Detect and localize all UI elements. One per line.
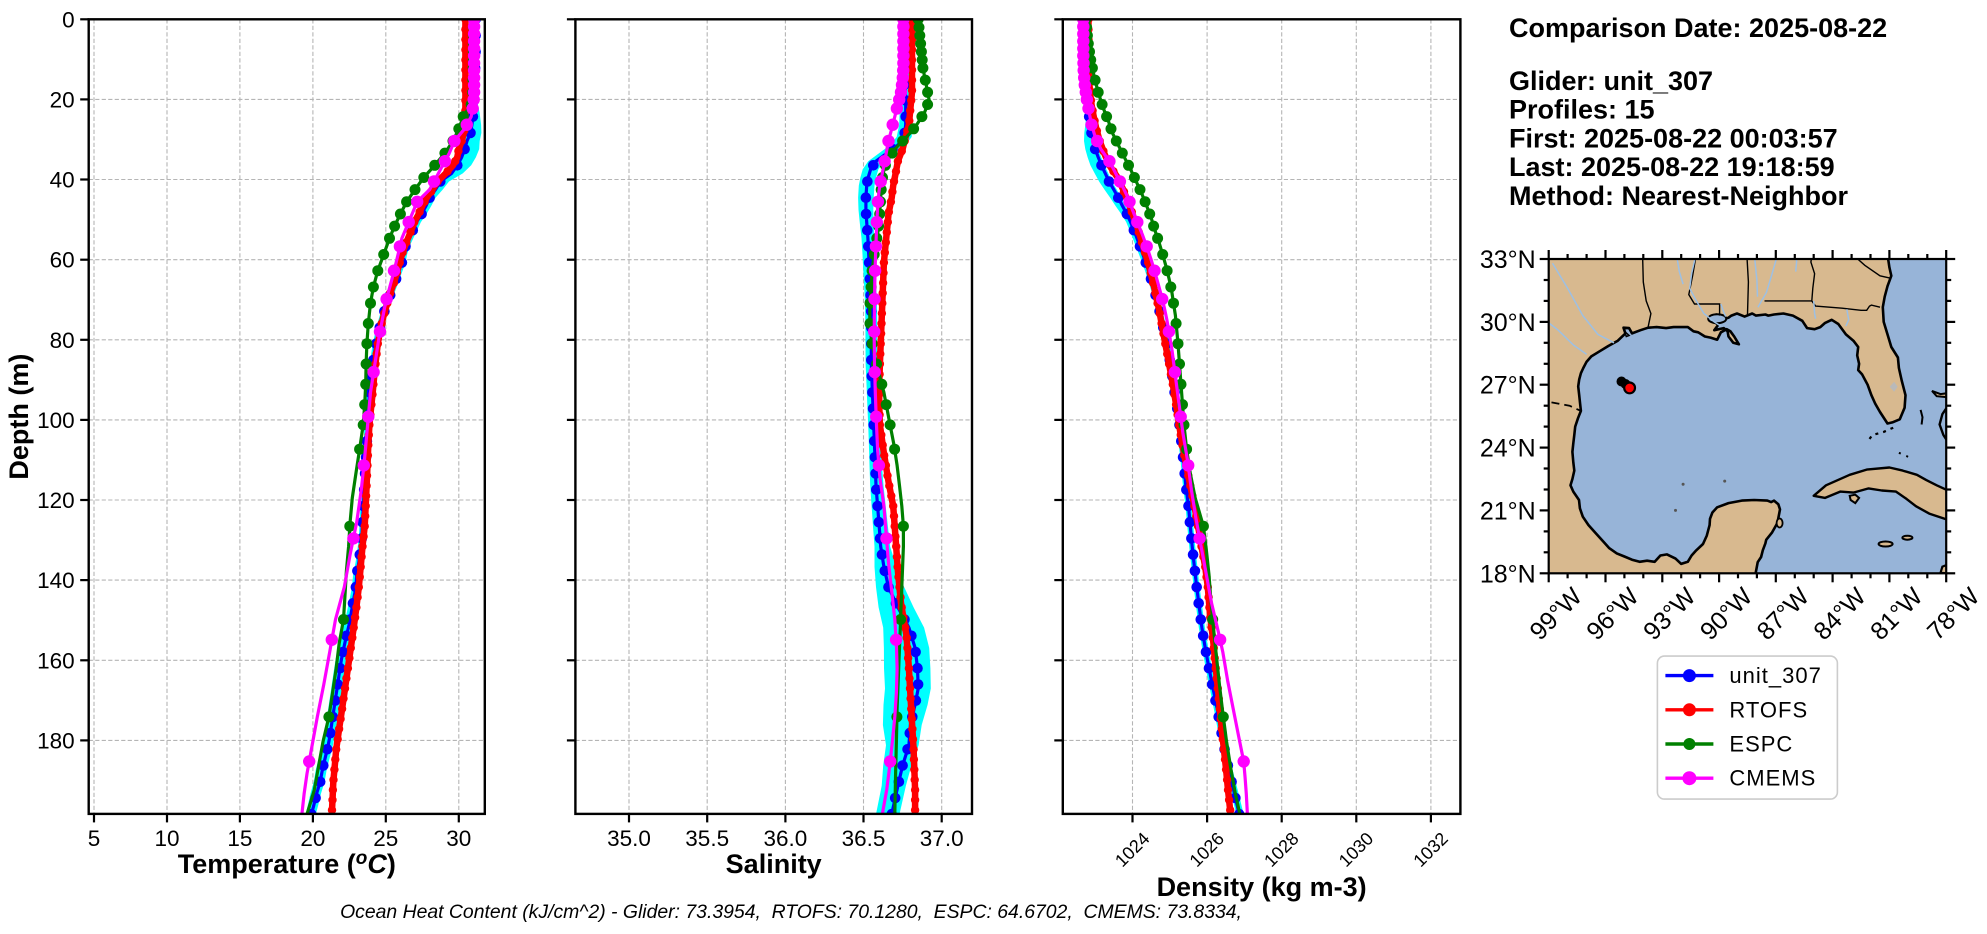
svg-text:40: 40 (50, 168, 75, 193)
svg-text:10: 10 (154, 826, 179, 851)
svg-text:18°N: 18°N (1480, 560, 1536, 588)
svg-text:RTOFS: RTOFS (1729, 697, 1808, 722)
svg-text:Ocean Heat Content (kJ/cm^2) -: Ocean Heat Content (kJ/cm^2) - Glider: 7… (340, 901, 1242, 923)
svg-text:Density (kg m-3): Density (kg m-3) (1157, 872, 1367, 902)
svg-text:140: 140 (37, 568, 75, 593)
svg-text:80: 80 (50, 328, 75, 353)
svg-text:Glider: unit_307: Glider: unit_307 (1509, 66, 1713, 96)
svg-text:30: 30 (446, 826, 471, 851)
svg-text:36.0: 36.0 (764, 826, 808, 851)
svg-text:unit_307: unit_307 (1729, 663, 1821, 688)
svg-text:Comparison Date: 2025-08-22: Comparison Date: 2025-08-22 (1509, 13, 1887, 43)
svg-text:21°N: 21°N (1480, 497, 1536, 525)
svg-text:36.5: 36.5 (842, 826, 886, 851)
svg-text:180: 180 (37, 728, 75, 753)
svg-text:Last: 2025-08-22 19:18:59: Last: 2025-08-22 19:18:59 (1509, 152, 1835, 182)
svg-text:24°N: 24°N (1480, 435, 1536, 463)
svg-text:120: 120 (37, 488, 75, 513)
svg-text:35.5: 35.5 (685, 826, 729, 851)
svg-text:35.0: 35.0 (607, 826, 651, 851)
svg-text:60: 60 (50, 248, 75, 273)
svg-text:First: 2025-08-22 00:03:57: First: 2025-08-22 00:03:57 (1509, 123, 1838, 153)
svg-text:Depth (m): Depth (m) (4, 354, 34, 480)
svg-text:CMEMS: CMEMS (1729, 766, 1816, 791)
svg-text:15: 15 (227, 826, 252, 851)
svg-text:20: 20 (50, 87, 75, 112)
svg-text:ESPC: ESPC (1729, 732, 1793, 757)
svg-text:5: 5 (88, 826, 101, 851)
svg-text:100: 100 (37, 408, 75, 433)
svg-text:25: 25 (373, 826, 398, 851)
svg-text:30°N: 30°N (1480, 309, 1536, 337)
svg-text:Profiles: 15: Profiles: 15 (1509, 95, 1655, 125)
svg-text:37.0: 37.0 (920, 826, 964, 851)
svg-text:20: 20 (300, 826, 325, 851)
svg-text:0: 0 (62, 7, 75, 32)
svg-text:Method: Nearest-Neighbor: Method: Nearest-Neighbor (1509, 181, 1849, 211)
svg-text:33°N: 33°N (1480, 246, 1536, 274)
svg-text:27°N: 27°N (1480, 372, 1536, 400)
svg-text:Salinity: Salinity (726, 849, 822, 879)
svg-text:160: 160 (37, 648, 75, 673)
